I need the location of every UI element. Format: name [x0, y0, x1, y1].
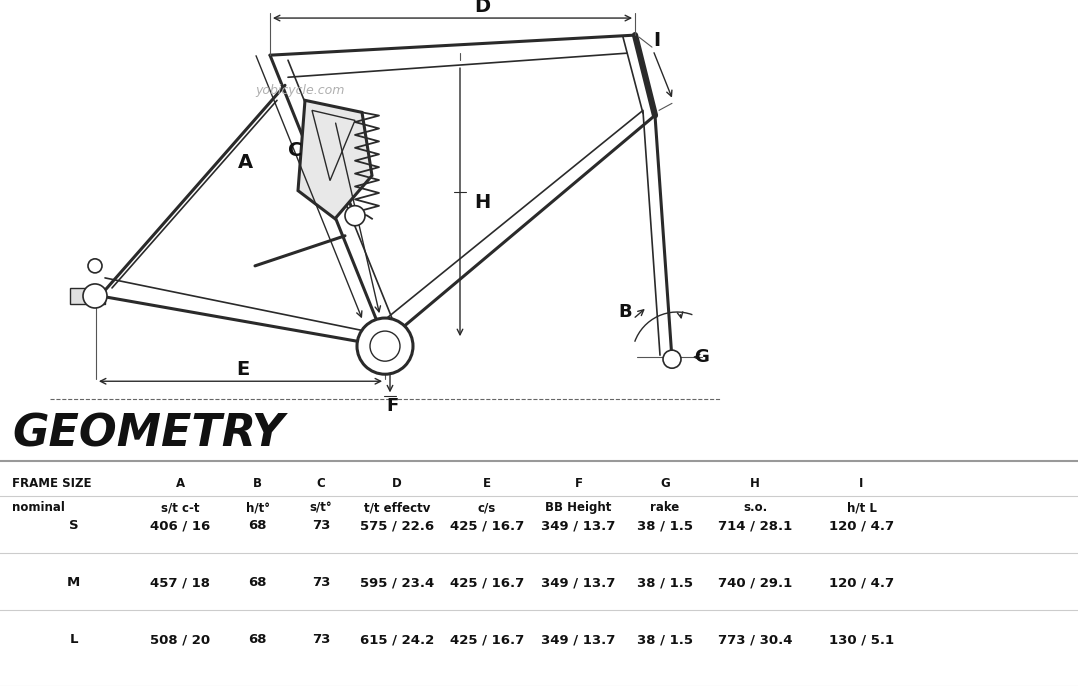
Text: 349 / 13.7: 349 / 13.7 — [541, 633, 616, 646]
Text: GEOMETRY: GEOMETRY — [12, 413, 285, 456]
Text: M: M — [67, 576, 80, 589]
Circle shape — [345, 206, 365, 226]
Text: 38 / 1.5: 38 / 1.5 — [637, 519, 693, 532]
Text: 615 / 24.2: 615 / 24.2 — [360, 633, 434, 646]
Text: 457 / 18: 457 / 18 — [150, 576, 210, 589]
Text: 575 / 22.6: 575 / 22.6 — [360, 519, 434, 532]
Circle shape — [663, 350, 681, 368]
Text: 425 / 16.7: 425 / 16.7 — [450, 576, 524, 589]
Text: C: C — [317, 477, 326, 490]
Circle shape — [83, 284, 107, 308]
Text: I: I — [859, 477, 863, 490]
Text: F: F — [386, 397, 398, 415]
Text: 120 / 4.7: 120 / 4.7 — [829, 576, 894, 589]
Text: yobicycle.com: yobicycle.com — [255, 84, 344, 97]
Text: s/t c-t: s/t c-t — [161, 501, 199, 514]
Text: s.o.: s.o. — [743, 501, 768, 514]
Text: c/s: c/s — [478, 501, 496, 514]
Text: 406 / 16: 406 / 16 — [150, 519, 210, 532]
Text: BB Height: BB Height — [545, 501, 611, 514]
Text: B: B — [618, 303, 632, 321]
Text: nominal: nominal — [12, 501, 65, 514]
Text: 120 / 4.7: 120 / 4.7 — [829, 519, 894, 532]
Text: E: E — [236, 359, 249, 379]
Text: L: L — [69, 633, 78, 646]
Text: 73: 73 — [312, 519, 330, 532]
Text: 425 / 16.7: 425 / 16.7 — [450, 519, 524, 532]
Text: A: A — [237, 153, 252, 172]
Text: t/t effectv: t/t effectv — [363, 501, 430, 514]
Text: D: D — [392, 477, 402, 490]
Text: s/t°: s/t° — [309, 501, 332, 514]
Text: 714 / 28.1: 714 / 28.1 — [718, 519, 792, 532]
Polygon shape — [298, 100, 372, 219]
Circle shape — [88, 259, 102, 273]
Text: 38 / 1.5: 38 / 1.5 — [637, 633, 693, 646]
Text: I: I — [653, 31, 661, 49]
Text: FRAME SIZE: FRAME SIZE — [12, 477, 92, 490]
Text: E: E — [483, 477, 490, 490]
Circle shape — [357, 318, 413, 375]
Text: h/t L: h/t L — [846, 501, 876, 514]
Polygon shape — [70, 288, 105, 304]
Text: 130 / 5.1: 130 / 5.1 — [829, 633, 894, 646]
Text: 68: 68 — [248, 519, 266, 532]
Text: A: A — [176, 477, 184, 490]
Text: 773 / 30.4: 773 / 30.4 — [718, 633, 792, 646]
Text: 73: 73 — [312, 576, 330, 589]
Text: F: F — [575, 477, 582, 490]
Text: H: H — [750, 477, 760, 490]
Text: h/t°: h/t° — [246, 501, 270, 514]
Text: 508 / 20: 508 / 20 — [150, 633, 210, 646]
Text: H: H — [474, 193, 490, 212]
Text: 740 / 29.1: 740 / 29.1 — [718, 576, 792, 589]
Text: 425 / 16.7: 425 / 16.7 — [450, 633, 524, 646]
Text: 68: 68 — [248, 576, 266, 589]
Text: B: B — [253, 477, 262, 490]
Text: C: C — [288, 141, 302, 160]
Text: 68: 68 — [248, 633, 266, 646]
Text: 349 / 13.7: 349 / 13.7 — [541, 519, 616, 532]
Text: 38 / 1.5: 38 / 1.5 — [637, 576, 693, 589]
Text: 349 / 13.7: 349 / 13.7 — [541, 576, 616, 589]
Text: G: G — [694, 348, 709, 366]
Text: rake: rake — [650, 501, 679, 514]
Text: G: G — [660, 477, 669, 490]
Text: 73: 73 — [312, 633, 330, 646]
Text: 595 / 23.4: 595 / 23.4 — [360, 576, 434, 589]
Text: S: S — [69, 519, 79, 532]
Text: D: D — [474, 0, 490, 16]
